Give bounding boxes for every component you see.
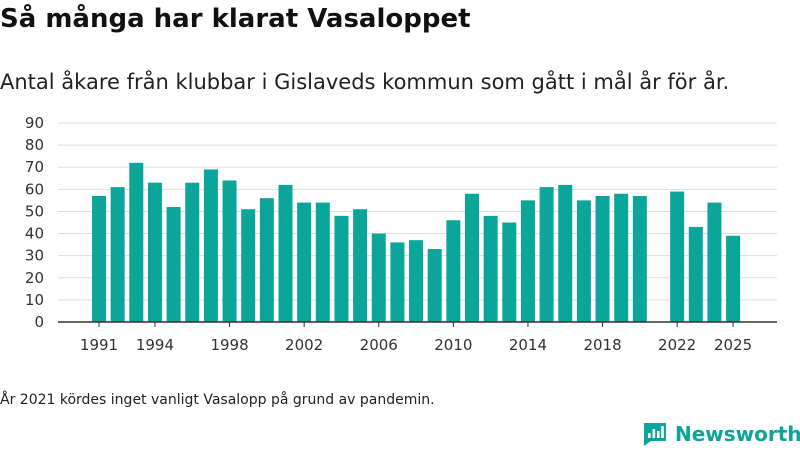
bar (670, 191, 685, 322)
y-tick-label: 30 (25, 247, 44, 265)
bar (726, 235, 741, 322)
y-tick-label: 60 (25, 180, 44, 198)
bar (520, 200, 535, 322)
bar (297, 202, 312, 322)
y-tick-label: 90 (25, 114, 44, 132)
y-tick-label: 10 (25, 291, 44, 309)
bar (222, 180, 237, 322)
newsworthy-brand: Newsworthy (642, 418, 800, 450)
bar (185, 182, 200, 322)
bar (427, 249, 442, 322)
chart-title: Så många har klarat Vasaloppet (0, 4, 471, 34)
bar (92, 195, 106, 322)
x-tick-label: 2002 (285, 336, 323, 354)
y-tick-label: 80 (25, 136, 44, 154)
bar (129, 162, 144, 322)
bar (539, 187, 554, 322)
bar (576, 200, 591, 322)
brand-name: Newsworthy (675, 422, 800, 446)
x-tick-label: 1994 (136, 336, 174, 354)
x-tick-label: 2010 (434, 336, 472, 354)
bar (595, 195, 610, 322)
bar (259, 198, 274, 322)
y-tick-label: 0 (34, 313, 44, 331)
x-tick-label: 1991 (80, 336, 118, 354)
x-tick-label: 2018 (583, 336, 621, 354)
y-tick-label: 20 (25, 269, 44, 287)
chart-subtitle: Antal åkare från klubbar i Gislaveds kom… (0, 70, 730, 94)
bar-chart: 0 10 20 30 40 50 60 70 80 90 1991 1994 1998 2002 2006 2… (25, 114, 777, 354)
bar (241, 209, 256, 322)
bar (110, 187, 125, 322)
bar (465, 193, 479, 322)
bar (278, 184, 293, 322)
x-tick-label: 2025 (714, 336, 752, 354)
footnote: År 2021 kördes inget vanligt Vasalopp på… (0, 392, 435, 408)
bar (446, 220, 461, 322)
bar (390, 242, 405, 322)
bar (371, 233, 386, 322)
bar (502, 222, 517, 322)
bar (353, 209, 368, 322)
bar (688, 226, 703, 322)
bar (632, 195, 647, 322)
y-tick-label: 70 (25, 158, 44, 176)
bar (334, 215, 349, 322)
y-tick-label: 50 (25, 202, 44, 220)
bar (166, 207, 181, 322)
x-tick-label: 1998 (210, 336, 248, 354)
bar (315, 202, 330, 322)
x-tick-label: 2006 (360, 336, 398, 354)
bar (483, 215, 498, 322)
bar (203, 169, 218, 322)
bar (558, 184, 573, 322)
newsworthy-logo-icon (644, 423, 666, 446)
bar (147, 182, 162, 322)
x-tick-label: 2014 (509, 336, 547, 354)
bar (614, 193, 629, 322)
y-tick-label: 40 (25, 225, 44, 243)
bar (707, 202, 722, 322)
bar (409, 240, 424, 322)
x-tick-label: 2022 (658, 336, 696, 354)
